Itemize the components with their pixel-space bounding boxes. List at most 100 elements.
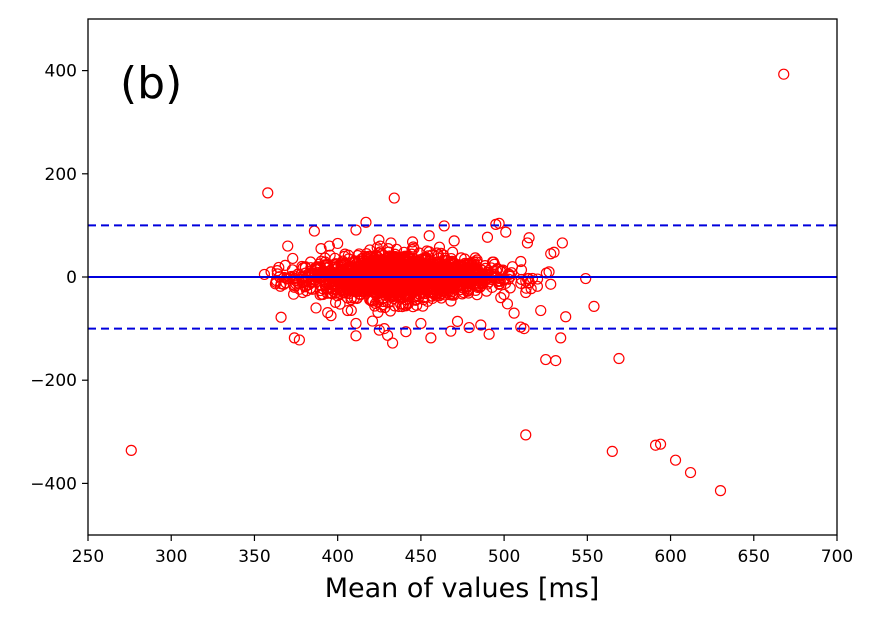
- cluster-point: [422, 277, 434, 289]
- cluster-point: [334, 269, 347, 282]
- scatter-point: [654, 438, 667, 450]
- scatter-point: [535, 304, 547, 317]
- scatter-point: [508, 307, 520, 319]
- cluster-point: [351, 292, 363, 304]
- cluster-point: [388, 278, 400, 290]
- cluster-point: [443, 258, 455, 271]
- cluster-point: [323, 274, 336, 286]
- scatter-point: [423, 230, 435, 242]
- cluster-point: [374, 283, 386, 295]
- scatter-point: [287, 252, 299, 265]
- cluster-point: [382, 243, 394, 255]
- scatter-point: [606, 445, 618, 458]
- cluster-point: [515, 273, 528, 286]
- panel-label: (b): [120, 58, 182, 109]
- cluster-point: [429, 289, 441, 301]
- cluster-point: [401, 273, 414, 285]
- cluster-point: [393, 254, 405, 266]
- cluster-point: [433, 241, 446, 253]
- cluster-point: [352, 249, 364, 262]
- cluster-point: [305, 256, 317, 268]
- cluster-point: [447, 282, 460, 295]
- scatter-point: [350, 317, 362, 330]
- scatter-point: [588, 300, 600, 313]
- scatter-point: [555, 332, 567, 344]
- scatter-point: [323, 240, 335, 252]
- cluster-point: [486, 256, 499, 268]
- scatter-point: [388, 192, 400, 204]
- scatter-point: [373, 324, 385, 336]
- scatter-point: [275, 311, 287, 323]
- cluster-point: [445, 295, 457, 307]
- reference-lines: [88, 224, 837, 330]
- cluster-point: [382, 259, 394, 271]
- cluster-point: [480, 285, 493, 297]
- y-tick-label: 400: [45, 62, 77, 82]
- cluster-point: [410, 273, 422, 285]
- scatter-point: [322, 307, 334, 319]
- y-axis: −400 −200 0 200 400: [30, 62, 88, 494]
- scatter-point: [481, 231, 494, 243]
- y-tick-label: 200: [45, 165, 77, 185]
- cluster-point: [384, 278, 396, 290]
- scatter-point: [495, 292, 507, 304]
- scatter-point: [310, 302, 322, 314]
- cluster-point: [370, 251, 383, 263]
- cluster-point: [293, 283, 306, 295]
- scatter-point: [400, 326, 412, 338]
- scatter-point: [778, 68, 790, 80]
- cluster-point: [400, 282, 413, 294]
- scatter-point: [262, 187, 274, 199]
- cluster-point: [426, 249, 438, 261]
- x-tick-label: 350: [238, 547, 270, 567]
- scatter-point: [350, 330, 362, 342]
- cluster-point: [334, 298, 346, 310]
- cluster-point: [377, 258, 389, 270]
- cluster-point: [367, 295, 379, 307]
- cluster-point: [345, 304, 357, 316]
- cluster-point: [473, 269, 485, 281]
- cluster-point: [479, 260, 491, 272]
- x-tick-label: 700: [821, 547, 853, 567]
- scatter-point: [448, 235, 460, 247]
- cluster-point: [498, 274, 510, 286]
- scatter-point: [350, 224, 362, 236]
- scatter-point: [545, 278, 557, 290]
- scatter-point: [386, 337, 399, 349]
- x-tick-label: 600: [654, 547, 686, 567]
- scatter-point: [649, 439, 662, 451]
- cluster-point: [451, 262, 463, 274]
- cluster-point: [493, 272, 505, 285]
- scatter-point: [282, 240, 294, 252]
- cluster-point: [432, 283, 444, 295]
- scatter-point: [714, 485, 727, 497]
- cluster-point: [373, 234, 385, 246]
- scatter-point: [125, 444, 137, 456]
- scatter-point: [297, 286, 309, 299]
- cluster-point: [306, 283, 318, 295]
- cluster-point: [299, 267, 312, 279]
- cluster-point: [273, 261, 285, 274]
- scatter-point: [406, 236, 419, 248]
- scatter-point: [490, 218, 502, 230]
- cluster-point: [371, 242, 383, 254]
- cluster-point: [436, 264, 448, 276]
- scatter-point: [669, 454, 682, 466]
- scatter-point: [288, 281, 300, 293]
- cluster-point: [370, 273, 382, 285]
- cluster-point: [288, 272, 301, 284]
- scatter-point: [500, 226, 512, 238]
- cluster-point: [446, 289, 458, 301]
- cluster-point: [446, 246, 459, 258]
- cluster-point: [393, 268, 405, 280]
- cluster-point: [486, 281, 498, 293]
- scatter-point: [308, 225, 320, 237]
- cluster-point: [458, 286, 470, 299]
- scatter-point: [506, 261, 519, 273]
- scatter-point: [425, 332, 437, 344]
- cluster-point: [389, 280, 401, 292]
- x-tick-label: 550: [571, 547, 603, 567]
- x-axis: 250 300 350 400 450 500 550 600 650 700: [72, 535, 853, 567]
- cluster-point: [356, 260, 368, 272]
- scatter-point: [556, 237, 568, 249]
